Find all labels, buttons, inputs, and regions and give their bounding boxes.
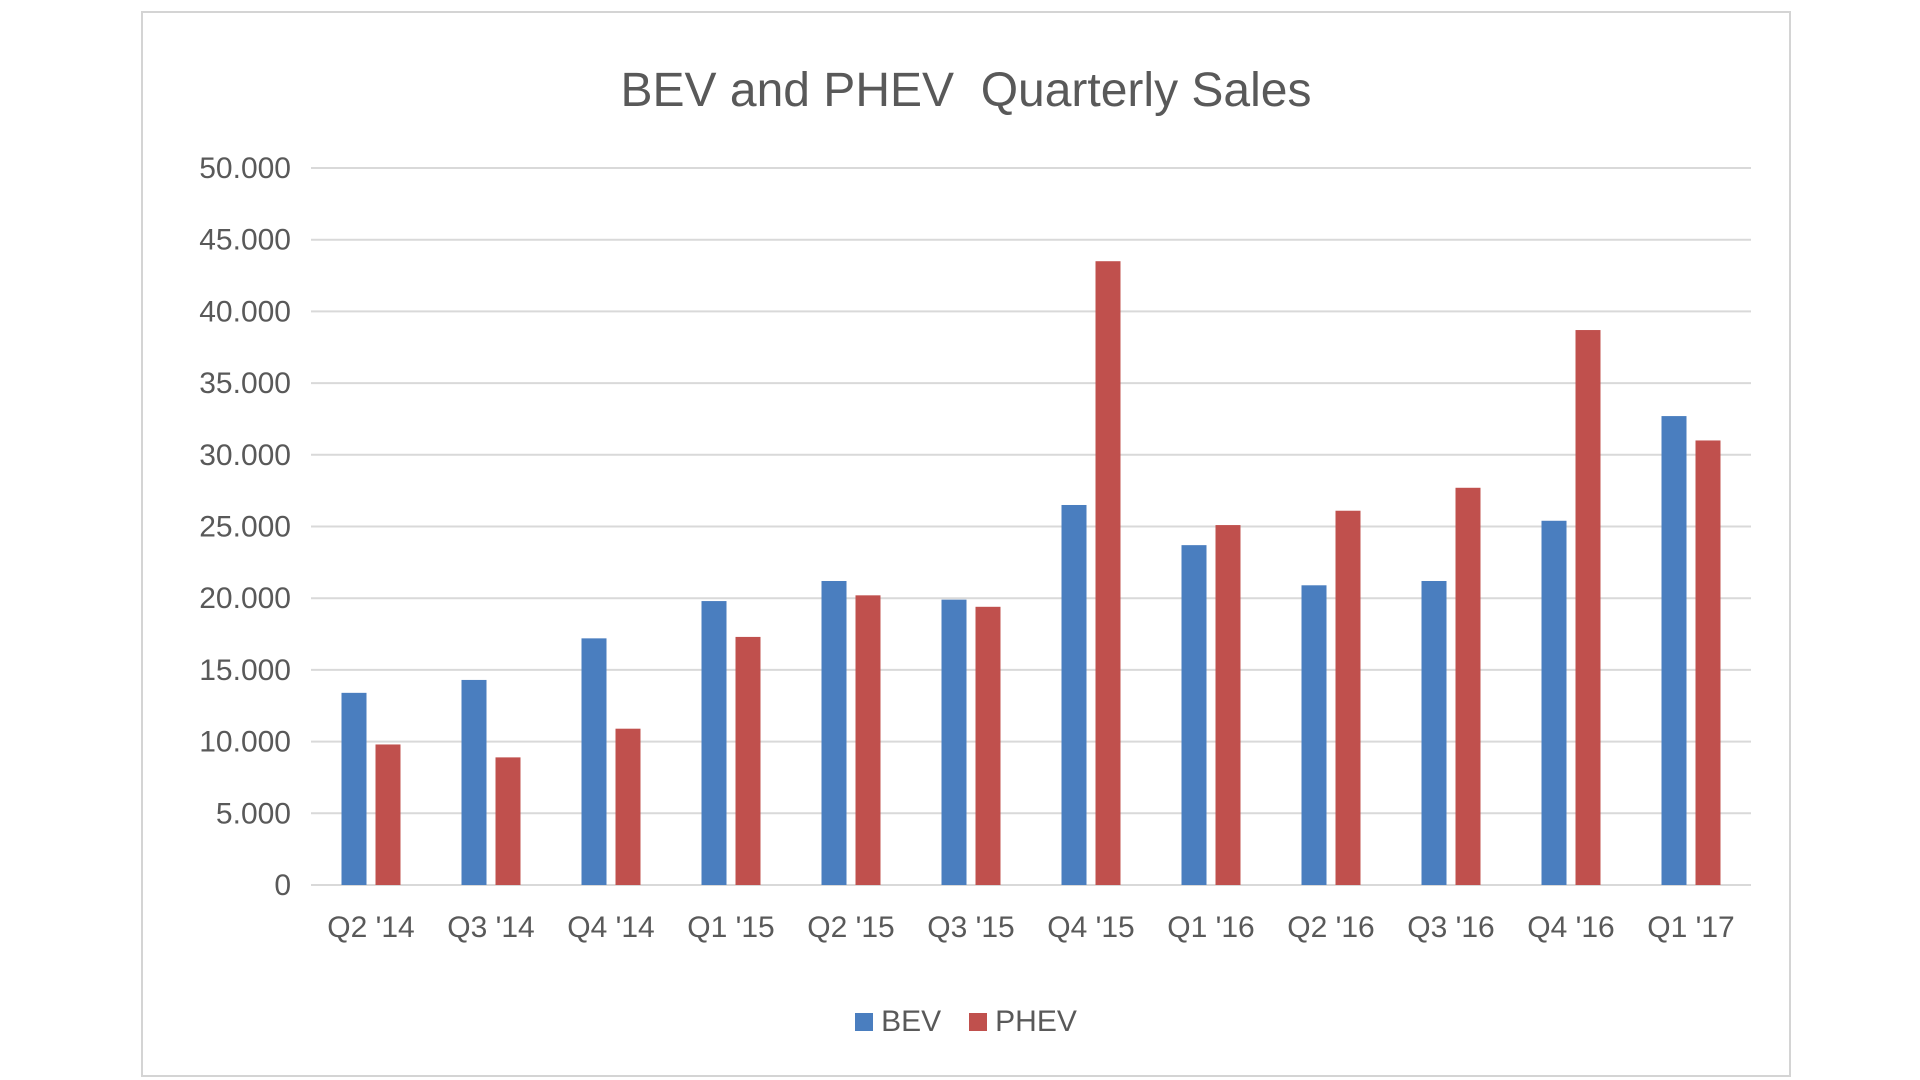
y-tick-label: 35.000 — [199, 367, 291, 400]
x-tick-label: Q1 '16 — [1167, 911, 1254, 944]
y-tick-label: 40.000 — [199, 295, 291, 328]
bar-phev — [1575, 330, 1601, 885]
bar-bev — [821, 580, 847, 885]
x-tick-label: Q2 '16 — [1287, 911, 1374, 944]
bar-bev — [341, 692, 367, 885]
bar-phev — [1335, 510, 1361, 885]
bar-bev — [581, 638, 607, 885]
x-tick-label: Q3 '16 — [1407, 911, 1494, 944]
y-tick-label: 30.000 — [199, 439, 291, 472]
legend: BEV PHEV — [143, 1005, 1789, 1039]
bar-phev — [375, 744, 401, 885]
y-tick-label: 5.000 — [216, 797, 291, 830]
bar-phev — [1095, 261, 1121, 885]
legend-item-bev: BEV — [855, 1005, 941, 1039]
bar-bev — [1061, 504, 1087, 885]
x-tick-label: Q3 '14 — [447, 911, 534, 944]
bar-bev — [1421, 580, 1447, 885]
x-tick-label: Q4 '16 — [1527, 911, 1614, 944]
bar-phev — [1215, 525, 1241, 885]
bar-bev — [701, 601, 727, 885]
y-tick-label: 20.000 — [199, 582, 291, 615]
legend-item-phev: PHEV — [969, 1005, 1077, 1039]
x-tick-label: Q1 '17 — [1647, 911, 1734, 944]
bar-bev — [1301, 585, 1327, 885]
x-tick-label: Q1 '15 — [687, 911, 774, 944]
y-tick-label: 0 — [274, 869, 291, 902]
bar-bev — [1661, 416, 1687, 885]
bar-phev — [975, 606, 1001, 885]
legend-label: BEV — [881, 1005, 942, 1038]
x-tick-label: Q3 '15 — [927, 911, 1014, 944]
y-tick-label: 25.000 — [199, 511, 291, 544]
bar-phev — [855, 595, 881, 885]
y-tick-label: 15.000 — [199, 654, 291, 687]
x-tick-label: Q4 '15 — [1047, 911, 1134, 944]
chart-title: BEV and PHEV Quarterly Sales — [620, 64, 1312, 117]
bar-bev — [941, 599, 967, 885]
x-tick-label: Q4 '14 — [567, 911, 654, 944]
legend-label: PHEV — [995, 1005, 1077, 1038]
legend-swatch — [855, 1013, 874, 1031]
y-tick-label: 45.000 — [199, 224, 291, 257]
bar-phev — [495, 757, 521, 885]
chart-frame: BEV and PHEV Quarterly Sales 0 5.000 10.00… — [141, 11, 1791, 1077]
bar-phev — [735, 636, 761, 885]
bar-bev — [461, 679, 487, 885]
plot-area: 0 5.000 10.000 15.000 20.000 25.000 30.000 35.0… — [199, 152, 1751, 944]
legend-swatch — [969, 1013, 988, 1031]
bar-phev — [1695, 440, 1721, 885]
bar-phev — [1455, 487, 1481, 885]
y-tick-label: 10.000 — [199, 726, 291, 759]
y-tick-label: 50.000 — [199, 152, 291, 185]
bar-bev — [1181, 545, 1207, 885]
x-tick-label: Q2 '14 — [327, 911, 414, 944]
bar-phev — [615, 728, 641, 885]
x-tick-label: Q2 '15 — [807, 911, 894, 944]
bar-bev — [1541, 520, 1567, 885]
